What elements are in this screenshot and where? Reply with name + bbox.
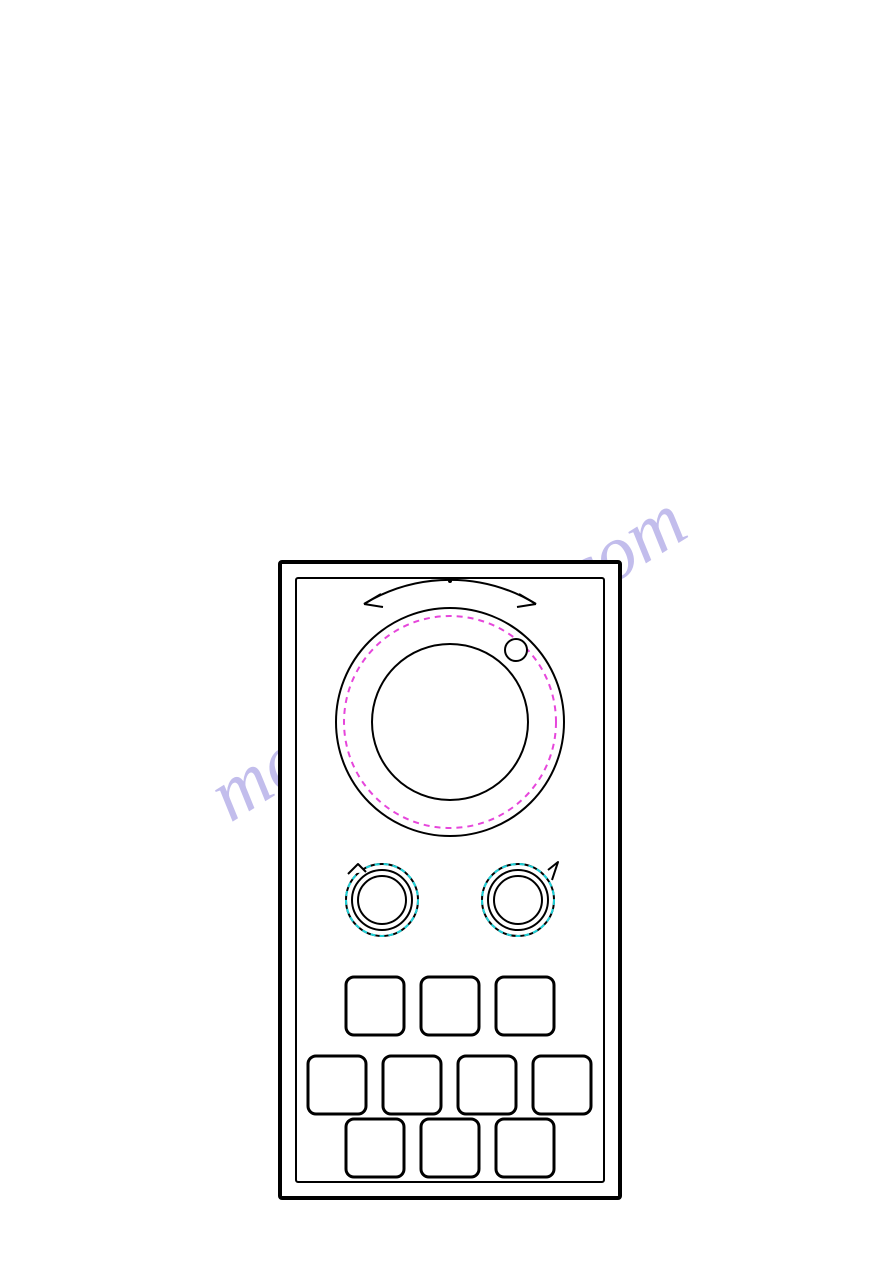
button-r2-c2 (496, 1119, 554, 1177)
button-r1-c2 (458, 1056, 516, 1114)
button-r2-c1 (421, 1119, 479, 1177)
button-r0-c1 (421, 977, 479, 1035)
dial-indicator-dot (505, 639, 527, 661)
button-r2-c0 (346, 1119, 404, 1177)
knob-left (346, 864, 418, 936)
dial-inner-ring (372, 644, 528, 800)
panel-diagram (0, 0, 893, 1263)
button-r0-c0 (346, 977, 404, 1035)
button-r1-c1 (383, 1056, 441, 1114)
button-r0-c2 (496, 977, 554, 1035)
dial-arc-dot (448, 579, 452, 583)
button-r1-c0 (308, 1056, 366, 1114)
button-r1-c3 (533, 1056, 591, 1114)
